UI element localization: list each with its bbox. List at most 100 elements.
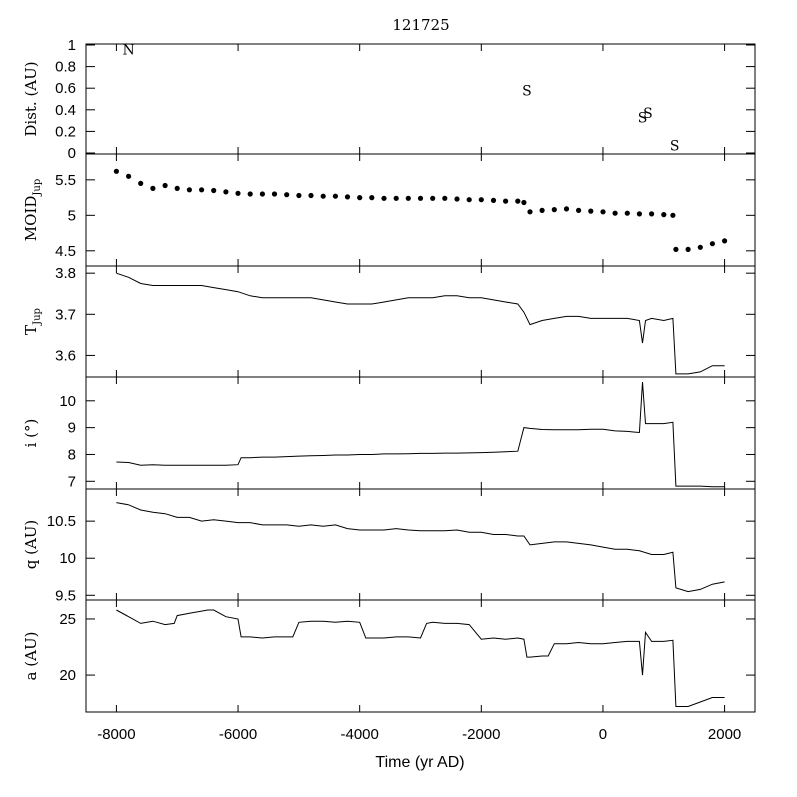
data-point xyxy=(320,193,326,199)
y-tick-label: 0.2 xyxy=(55,123,76,140)
y-tick-label: 3.7 xyxy=(55,306,76,323)
panel-frame xyxy=(85,43,756,155)
y-tick-label: 3.8 xyxy=(55,265,76,282)
panel-moid: 4.5 5 5.5 MOIDJup xyxy=(22,153,756,267)
data-point xyxy=(235,190,241,196)
chart-title: 121725 xyxy=(392,16,449,34)
data-point xyxy=(521,199,527,206)
panel-frame xyxy=(85,153,756,267)
x-tick-label: -6000 xyxy=(219,726,257,743)
y-axis-title-main: i (°) xyxy=(22,419,40,448)
y-tick-label: 3.6 xyxy=(55,347,76,364)
data-point xyxy=(211,187,217,194)
data-point xyxy=(259,191,265,197)
y-axis-title-main: a (AU) xyxy=(22,632,40,681)
data-point xyxy=(624,210,630,216)
data-point xyxy=(186,187,192,193)
encounter-marker: S xyxy=(638,110,648,126)
data-point xyxy=(503,198,509,204)
x-tick-label: -8000 xyxy=(97,726,135,743)
y-axis-title-main: MOID xyxy=(22,196,40,242)
x-axis-title: Time (yr AD) xyxy=(375,754,464,771)
y-tick-label: 25 xyxy=(59,611,76,628)
data-point xyxy=(417,195,424,201)
y-axis-title-main: T xyxy=(22,325,40,335)
x-tick-label: 2000 xyxy=(708,726,741,743)
panel-frame xyxy=(85,599,756,713)
data-point xyxy=(673,246,679,252)
x-tick-label: -4000 xyxy=(340,726,378,743)
encounter-marker: N xyxy=(122,42,134,58)
data-point xyxy=(113,168,119,174)
series-line-a xyxy=(116,609,725,707)
y-tick-label: 0 xyxy=(68,145,76,162)
y-tick-label: 9 xyxy=(68,420,76,437)
data-point xyxy=(150,185,156,191)
y-axis-title-sub: Jup xyxy=(32,308,43,326)
encounter-marker: S xyxy=(670,138,680,154)
panel-frame xyxy=(85,488,756,601)
data-point xyxy=(162,182,168,189)
data-point xyxy=(357,195,363,201)
panel-frame xyxy=(85,376,756,490)
data-point xyxy=(636,211,643,217)
data-point xyxy=(588,208,594,214)
data-point xyxy=(369,195,375,201)
data-point xyxy=(685,246,691,252)
y-tick-label: 9.5 xyxy=(55,587,76,604)
data-point xyxy=(466,197,472,203)
panel-a: 20 25 a (AU) xyxy=(22,599,756,713)
data-point xyxy=(405,195,411,201)
y-axis-title-a: a (AU) xyxy=(22,632,40,681)
data-point xyxy=(478,197,484,203)
data-point xyxy=(670,212,676,218)
data-point xyxy=(174,185,180,191)
x-tick-label: 0 xyxy=(599,726,607,743)
data-point xyxy=(284,192,290,198)
data-point xyxy=(223,189,229,195)
data-point xyxy=(576,207,582,213)
y-axis-title-main: Dist. (AU) xyxy=(22,61,40,136)
data-point xyxy=(722,238,728,244)
data-point xyxy=(661,212,667,218)
data-point xyxy=(709,241,716,247)
y-tick-label: 10.5 xyxy=(47,513,76,530)
data-point xyxy=(563,206,570,212)
panel-frame xyxy=(85,265,756,378)
y-tick-label: 8 xyxy=(68,446,76,463)
data-point xyxy=(332,193,338,199)
encounter-marker: S xyxy=(522,83,532,99)
data-point xyxy=(649,211,655,217)
y-tick-label: 0.8 xyxy=(55,59,76,76)
panel-incl: 7 8 9 10 i (°) xyxy=(22,376,756,490)
data-point xyxy=(697,244,703,250)
data-point xyxy=(138,180,144,186)
y-axis-title-sub: Jup xyxy=(32,179,43,197)
series-line-tjup xyxy=(116,272,725,375)
y-axis-title-tjup: TJup xyxy=(22,308,43,335)
data-point xyxy=(308,192,314,199)
y-tick-label: 7 xyxy=(68,473,76,490)
encounter-marker: S xyxy=(643,106,653,122)
y-tick-label: 4.5 xyxy=(55,243,76,260)
y-tick-label: 1 xyxy=(68,37,76,54)
data-point xyxy=(454,196,460,202)
series-line-incl xyxy=(116,381,725,488)
data-point xyxy=(539,207,545,213)
data-point xyxy=(551,207,557,213)
data-point xyxy=(296,192,302,199)
panel-tjup: 3.6 3.7 3.8 TJup xyxy=(22,265,756,378)
y-axis-title-moid: MOIDJup xyxy=(22,179,43,241)
data-point xyxy=(393,195,399,201)
data-point xyxy=(490,197,497,203)
y-tick-label: 5 xyxy=(68,207,76,224)
y-tick-label: 0.4 xyxy=(55,102,76,119)
data-point xyxy=(515,198,521,204)
y-axis-title-q: q (AU) xyxy=(22,520,40,570)
data-point xyxy=(527,209,533,215)
y-tick-label: 10 xyxy=(59,393,76,410)
data-point xyxy=(247,191,253,197)
